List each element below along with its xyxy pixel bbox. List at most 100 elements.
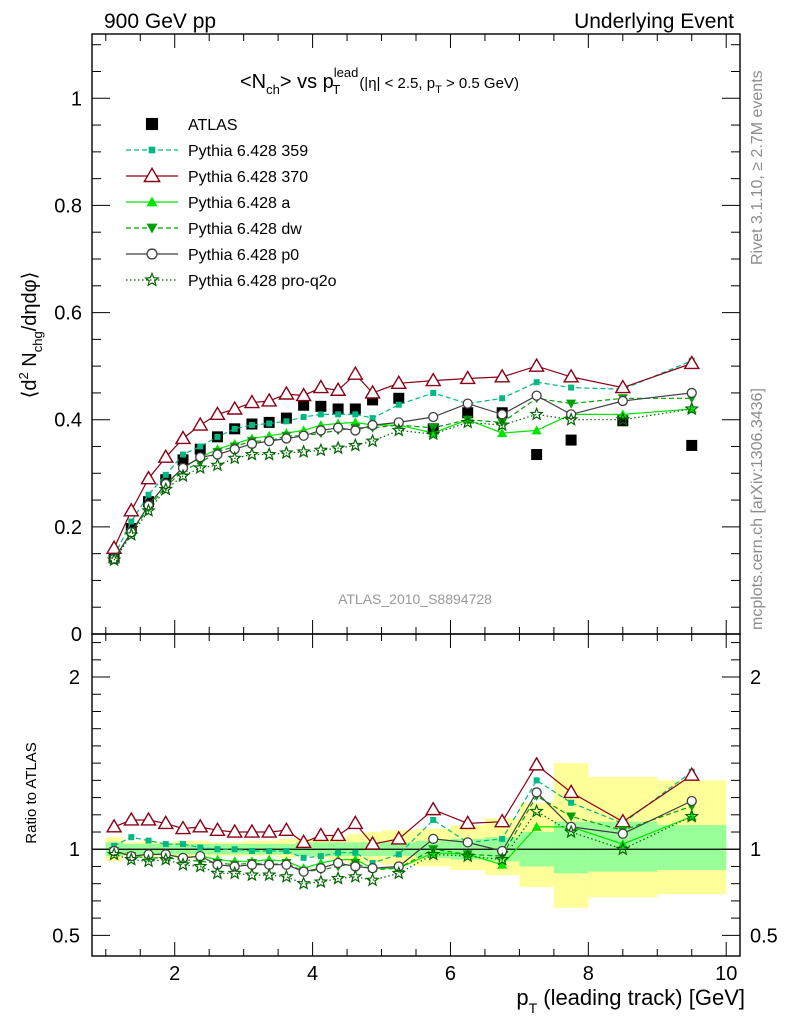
- marker-triangle-open: [493, 813, 511, 828]
- marker-square-small: [197, 443, 204, 450]
- marker-circle-open: [212, 859, 223, 870]
- marker-triangle-open: [329, 381, 347, 396]
- marker-circle-open: [177, 462, 189, 474]
- main-y-tick-label: 0.2: [54, 517, 82, 539]
- marker-triangle-open: [425, 372, 442, 387]
- marker-square-small: [231, 846, 238, 853]
- marker-circle-open: [146, 248, 158, 260]
- main-y-axis-label: ⟨d2 Nchg/dηdφ⟩: [16, 272, 45, 399]
- marker-square-small: [148, 146, 156, 154]
- marker-circle-open: [367, 419, 378, 431]
- marker-star: [529, 406, 544, 421]
- marker-star: [348, 437, 363, 452]
- marker-square: [332, 403, 344, 415]
- legend-label: Pythia 6.428 359: [188, 143, 308, 160]
- marker-square-small: [335, 411, 342, 418]
- marker-triangle-open: [105, 818, 123, 833]
- ratio-y-tick-label: 2: [69, 667, 80, 689]
- marker-star: [210, 865, 225, 880]
- marker-circle-open: [428, 411, 439, 423]
- marker-circle-open: [531, 390, 542, 401]
- marker-circle-open: [195, 452, 206, 463]
- marker-circle-open: [497, 409, 508, 420]
- marker-star: [563, 824, 579, 839]
- marker-star: [158, 481, 174, 496]
- ratio-y-tick-label: 1: [69, 839, 80, 861]
- marker-triangle-down: [462, 850, 473, 860]
- marker-star: [227, 450, 242, 465]
- ratio-y-tick-label: 0.5: [52, 925, 80, 947]
- marker-star: [391, 422, 407, 437]
- marker-triangle-open: [295, 387, 312, 402]
- marker-square-small: [369, 415, 376, 422]
- marker-star: [494, 417, 510, 432]
- marker-square-small: [197, 844, 204, 851]
- ratio-y-tick-label-right: 2: [750, 667, 761, 689]
- marker-square-small: [317, 411, 324, 418]
- legend: ATLAS Pythia 6.428 359 Pythia 6.428 370 Pyt…: [126, 117, 337, 290]
- side-text-top: Rivet 3.1.10, ≥ 2.7M events: [749, 70, 766, 265]
- marker-square-small: [179, 841, 186, 848]
- x-axis-label: pT (leading track) [GeV]: [516, 985, 745, 1016]
- marker-triangle-down: [462, 415, 473, 425]
- marker-square: [177, 454, 189, 466]
- marker-square: [280, 412, 292, 424]
- marker-triangle: [497, 859, 508, 869]
- marker-star: [330, 870, 346, 885]
- marker-square-small: [248, 422, 255, 429]
- ratio-series-group: [105, 756, 700, 890]
- marker-star: [141, 853, 156, 868]
- marker-circle-open: [367, 863, 378, 874]
- marker-star: [175, 468, 191, 483]
- marker-star: [175, 857, 191, 871]
- header-right: Underlying Event: [574, 10, 734, 33]
- marker-star: [615, 412, 631, 426]
- ratio-y-tick-label-right: 1: [750, 839, 761, 861]
- side-text-bottom: mcplots.cern.ch [arXiv:1306.3436]: [749, 388, 766, 630]
- marker-triangle-open: [192, 818, 209, 833]
- plot-panels: 2 4 6 8 10 0 0.2 0.4 0.6 0.8 1 0.5 0.5 1 1 2 2: [52, 33, 778, 985]
- marker-square: [349, 403, 361, 415]
- marker-circle-open: [428, 833, 439, 845]
- marker-circle-open: [281, 433, 292, 444]
- marker-star: [615, 841, 631, 856]
- main-series-line: [113, 360, 692, 557]
- marker-square-small: [300, 854, 307, 861]
- marker-triangle-open: [528, 756, 545, 771]
- marker-square: [298, 399, 310, 411]
- marker-circle-open: [298, 866, 309, 877]
- marker-star: [460, 848, 475, 863]
- marker-square: [531, 449, 543, 461]
- marker-square-small: [352, 411, 359, 418]
- marker-triangle-open: [209, 405, 226, 421]
- marker-star: [313, 442, 329, 457]
- marker-triangle-open: [614, 379, 632, 394]
- marker-square: [145, 117, 159, 131]
- marker-triangle-down: [566, 812, 577, 822]
- marker-triangle-open: [312, 379, 330, 394]
- legend-label: Pythia 6.428 a: [188, 195, 290, 212]
- marker-star: [348, 869, 363, 883]
- legend-entry: Pythia 6.428 359: [126, 143, 308, 160]
- marker-triangle-open: [390, 374, 407, 389]
- marker-star: [330, 440, 346, 455]
- legend-label: Pythia 6.428 370: [188, 169, 308, 186]
- marker-circle-open: [332, 857, 344, 869]
- legend-label: Pythia 6.428 dw: [188, 221, 302, 238]
- marker-circle-open: [350, 425, 361, 436]
- legend-entry: Pythia 6.428 a: [126, 195, 290, 212]
- marker-star: [279, 445, 294, 460]
- marker-triangle: [531, 821, 542, 831]
- marker-star: [391, 865, 407, 880]
- marker-triangle-open: [157, 448, 174, 463]
- ratio-series-line: [113, 810, 692, 885]
- main-y-tick-label: 0.8: [54, 195, 82, 217]
- marker-triangle-open: [562, 368, 580, 383]
- marker-square-small: [162, 841, 169, 848]
- marker-circle-open: [126, 850, 137, 862]
- marker-circle-open: [212, 449, 223, 460]
- marker-triangle-open: [174, 430, 192, 445]
- marker-star: [425, 846, 441, 861]
- marker-triangle-open: [192, 416, 209, 431]
- marker-triangle-open: [226, 400, 243, 415]
